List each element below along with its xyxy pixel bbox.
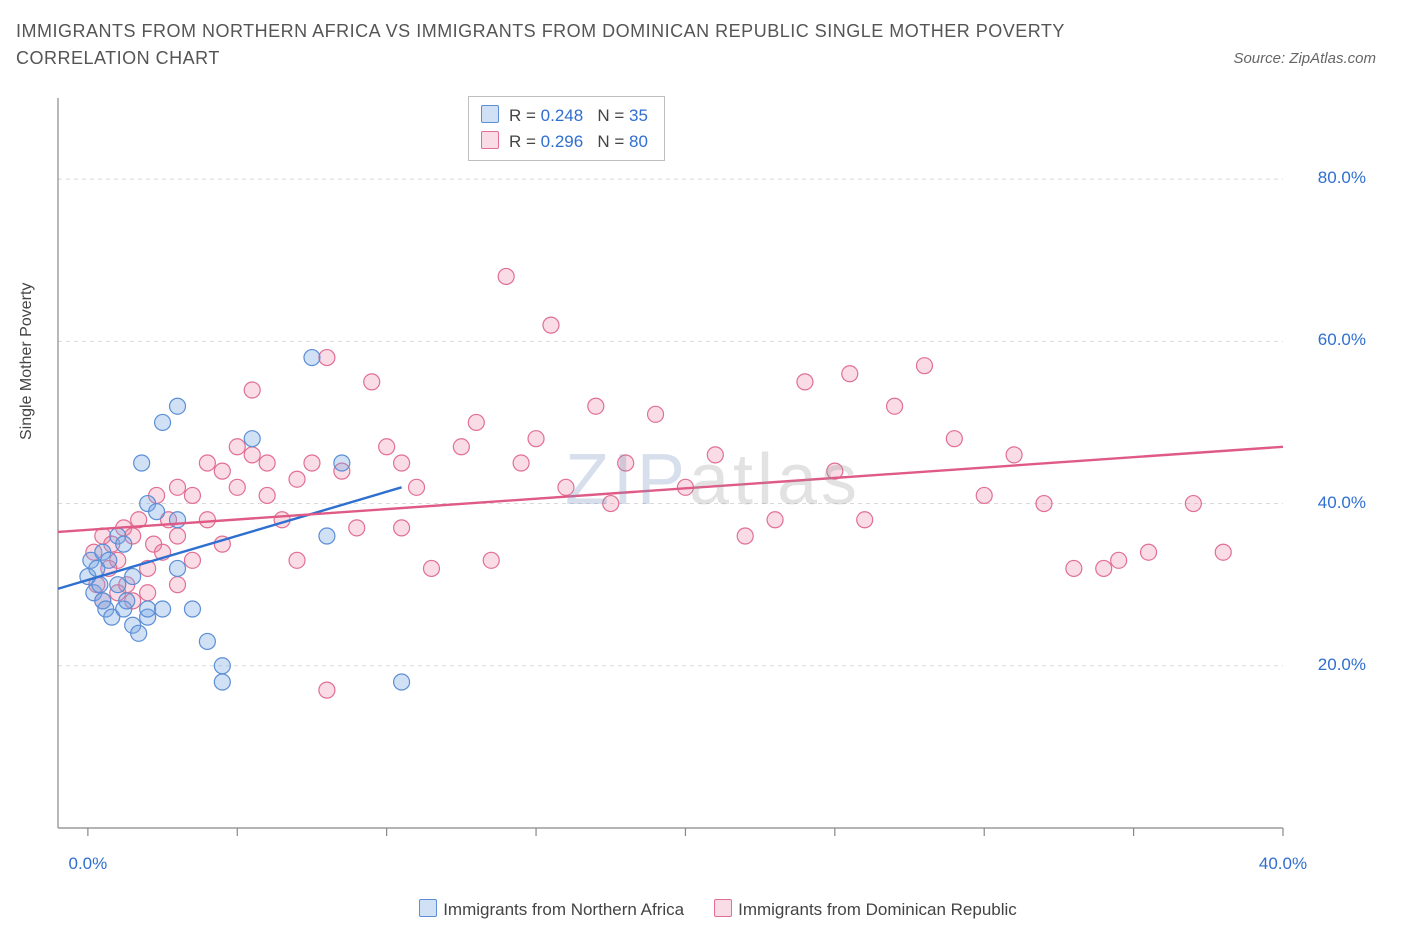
legend-swatch xyxy=(714,899,732,917)
y-tick-label: 40.0% xyxy=(1318,493,1366,513)
stat-legend-row: R = 0.248 N = 35 xyxy=(481,103,648,129)
plot-area: ZIPatlas R = 0.248 N = 35R = 0.296 N = 8… xyxy=(48,90,1378,870)
legend-swatch xyxy=(419,899,437,917)
x-tick-label: 0.0% xyxy=(69,854,108,874)
legend-label: Immigrants from Northern Africa xyxy=(443,900,684,919)
y-tick-label: 80.0% xyxy=(1318,168,1366,188)
bottom-legend: Immigrants from Northern Africa Immigrant… xyxy=(0,899,1406,920)
stat-legend: R = 0.248 N = 35R = 0.296 N = 80 xyxy=(468,96,665,161)
y-tick-label: 20.0% xyxy=(1318,655,1366,675)
y-axis-label: Single Mother Poverty xyxy=(18,283,36,440)
legend-label: Immigrants from Dominican Republic xyxy=(738,900,1017,919)
x-tick-label: 40.0% xyxy=(1259,854,1307,874)
chart-title: IMMIGRANTS FROM NORTHERN AFRICA VS IMMIG… xyxy=(16,18,1136,72)
stat-legend-row: R = 0.296 N = 80 xyxy=(481,129,648,155)
chart-svg xyxy=(48,90,1378,870)
source-text: Source: ZipAtlas.com xyxy=(1233,50,1376,67)
y-tick-label: 60.0% xyxy=(1318,330,1366,350)
